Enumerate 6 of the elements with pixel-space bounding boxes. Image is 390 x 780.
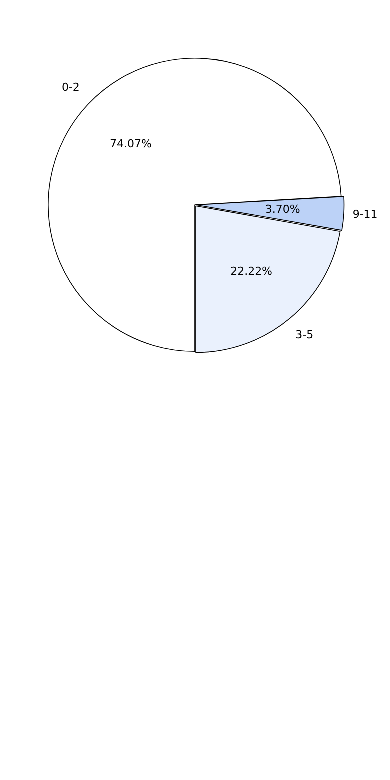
slice-label: 0-2: [62, 80, 80, 94]
slice-label: 9-11: [352, 208, 378, 221]
data-label: 74.07%: [110, 137, 152, 150]
slice-label: 3-5: [296, 328, 314, 342]
data-label: 3.70%: [265, 202, 300, 216]
data-label: 22.22%: [230, 265, 273, 278]
